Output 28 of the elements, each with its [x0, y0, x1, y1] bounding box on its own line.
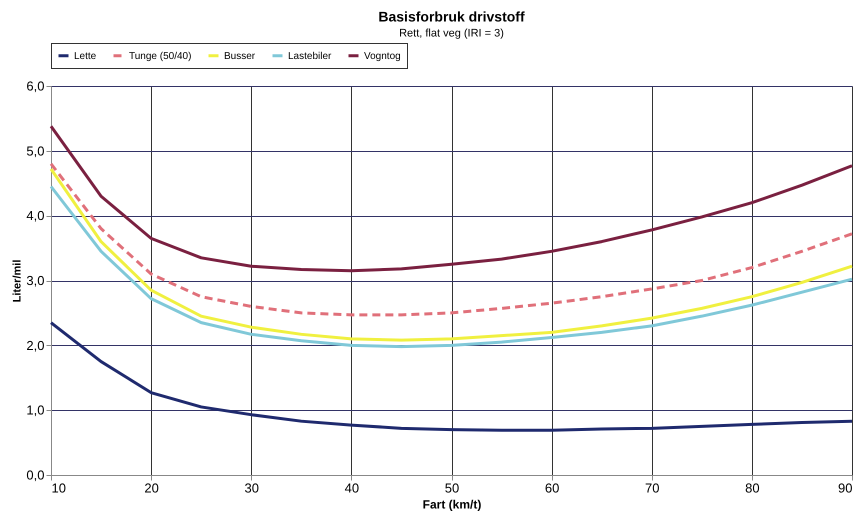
x-tick-label: 70 — [645, 480, 660, 496]
chart-subtitle: Rett, flat veg (IRI = 3) — [399, 28, 504, 40]
x-tick-label: 20 — [144, 480, 159, 496]
legend-label: Vogntog — [364, 50, 401, 62]
y-tick-label: 1,0 — [26, 402, 44, 418]
line-series — [50, 162, 854, 316]
legend-label: Tunge (50/40) — [129, 50, 192, 62]
legend-label: Lastebiler — [288, 50, 332, 62]
x-tick-label: 60 — [544, 480, 560, 496]
y-axis-title: Liter/mil — [11, 260, 24, 302]
x-axis-title: Fart (km/t) — [422, 498, 482, 512]
y-tick-label: 5,0 — [26, 143, 44, 158]
y-tick-label: 6,0 — [26, 78, 44, 94]
y-tick-label: 2,0 — [26, 338, 44, 353]
y-tick-label: 4,0 — [26, 208, 44, 224]
line-series — [50, 124, 854, 272]
x-tick-label: 80 — [745, 480, 760, 496]
x-tick-label: 10 — [52, 480, 66, 496]
y-tick-label: 3,0 — [26, 273, 44, 288]
x-tick-label: 30 — [244, 480, 259, 496]
legend-label: Busser — [224, 50, 256, 62]
y-tick-label: 0,0 — [26, 468, 44, 482]
legend-label: Lette — [74, 50, 97, 62]
line-series — [50, 321, 854, 432]
chart-title: Basisforbruk drivstoff — [378, 8, 525, 24]
x-tick-label: 90 — [838, 480, 852, 496]
x-tick-label: 40 — [344, 480, 360, 496]
x-tick-label: 50 — [444, 480, 460, 496]
